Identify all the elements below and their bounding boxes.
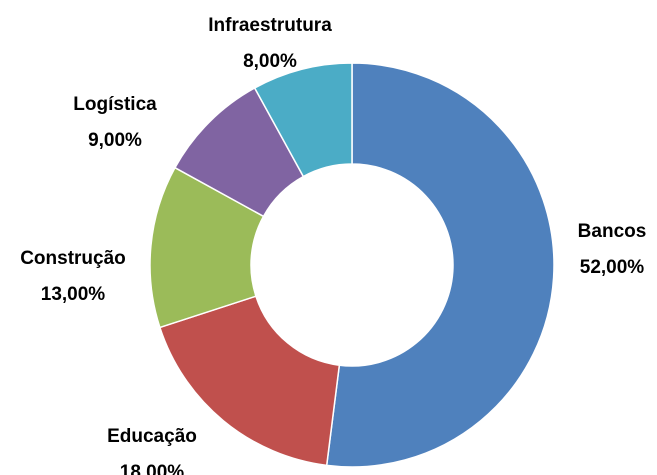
category-label: Educação: [107, 426, 197, 447]
donut-slice: [325, 62, 555, 468]
value-label: 9,00%: [88, 130, 142, 151]
donut-slice: [253, 62, 353, 178]
category-label: Infraestrutura: [208, 15, 332, 36]
value-label: 8,00%: [243, 51, 297, 72]
value-label: 52,00%: [580, 257, 645, 278]
category-label: Construção: [20, 248, 126, 269]
value-label: 13,00%: [41, 284, 106, 305]
category-label: Logística: [73, 94, 157, 115]
donut-slice: [158, 295, 341, 467]
value-label: 18,00%: [120, 462, 185, 475]
category-label: Bancos: [578, 221, 647, 242]
